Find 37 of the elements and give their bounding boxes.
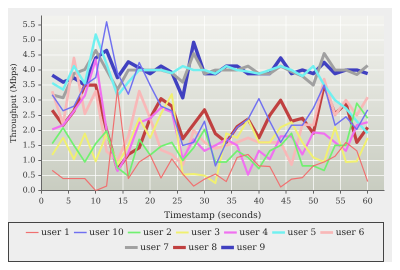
- x-tick-label: 60: [362, 196, 373, 206]
- legend-label: user 4: [239, 228, 268, 238]
- legend-label: user 6: [336, 228, 365, 238]
- y-tick-label: 1.0: [22, 156, 36, 165]
- x-tick-label: 45: [281, 196, 292, 206]
- legend-label: user 1: [41, 228, 70, 238]
- y-axis-title: Throughput (Mbps): [8, 64, 18, 143]
- legend-label: user 7: [140, 242, 170, 253]
- x-tick-label: 25: [172, 196, 182, 206]
- x-tick-label: 20: [145, 196, 156, 206]
- y-tick-label: 3.5: [22, 80, 36, 90]
- x-tick-label: 35: [226, 196, 237, 206]
- y-tick-label: 0.5: [22, 170, 36, 180]
- y-tick-label: 2.5: [22, 110, 36, 120]
- y-tick-label: 5.5: [22, 20, 36, 29]
- legend-label: user 2: [143, 228, 172, 238]
- legend-label: user 10: [89, 228, 124, 238]
- x-tick-label: 10: [90, 196, 101, 206]
- x-tick-label: 55: [335, 196, 346, 206]
- y-tick-label: 5.0: [22, 34, 36, 44]
- x-tick-label: 40: [254, 196, 264, 206]
- legend-label: user 8: [188, 242, 218, 253]
- legend-label: user 5: [288, 228, 316, 238]
- x-tick-label: 30: [199, 196, 210, 206]
- x-tick-label: 15: [118, 196, 128, 206]
- x-tick-label: 0: [38, 196, 44, 206]
- y-tick-label: 4.5: [22, 50, 36, 60]
- x-tick-label: 50: [308, 196, 318, 206]
- x-axis-title: Timestamp (seconds): [164, 210, 262, 221]
- y-tick-label: 0.0: [22, 186, 36, 195]
- legend-label: user 9: [236, 242, 266, 253]
- y-tick-label: 2.0: [22, 125, 36, 134]
- legend-label: user 3: [191, 228, 220, 238]
- y-tick-label: 1.5: [22, 140, 36, 150]
- x-tick-label: 5: [66, 196, 72, 206]
- y-tick-label: 4.0: [22, 65, 36, 74]
- y-tick-label: 3.0: [22, 95, 36, 104]
